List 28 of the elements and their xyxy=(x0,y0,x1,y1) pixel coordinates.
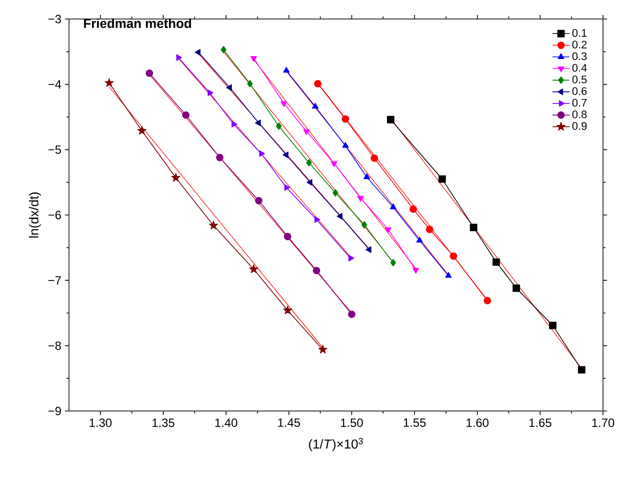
y-tick-label: −6 xyxy=(48,210,61,220)
legend-label: 0.2 xyxy=(572,40,587,48)
y-tick-label: −5 xyxy=(48,146,61,154)
y-tick-label: −7 xyxy=(48,276,61,284)
x-tick-label: 1.70 xyxy=(592,418,614,427)
x-tick-label: 1.35 xyxy=(152,418,174,427)
legend-label: 0.8 xyxy=(572,110,587,118)
legend-label: 0.7 xyxy=(572,98,587,107)
legend-label: 0.1 xyxy=(572,29,587,37)
x-tick-label: 1.50 xyxy=(340,418,363,427)
legend-label: 0.6 xyxy=(572,87,587,95)
x-tick-label: 1.30 xyxy=(90,418,112,427)
y-tick-label: −4 xyxy=(48,80,62,88)
legend-label: 0.5 xyxy=(572,76,587,84)
y-tick-label: −9 xyxy=(48,406,61,416)
chart-title: Friedman method xyxy=(84,18,191,28)
y-tick-label: −3 xyxy=(48,14,61,24)
x-tick-label: 1.60 xyxy=(466,418,489,427)
x-axis-title: (1/T)×10$^{3}$ xyxy=(308,438,363,452)
x-tick-label: 1.45 xyxy=(278,418,300,427)
legend-label: 0.9 xyxy=(572,122,587,130)
legend-label: 0.4 xyxy=(572,64,587,72)
y-tick-label: −8 xyxy=(48,341,61,350)
x-tick-label: 1.65 xyxy=(529,418,552,427)
x-tick-label: 1.40 xyxy=(215,418,238,427)
y-axis-title: ln(dx/dt) xyxy=(28,192,42,238)
legend-label: 0.3 xyxy=(572,52,587,60)
x-tick-label: 1.55 xyxy=(404,418,426,427)
